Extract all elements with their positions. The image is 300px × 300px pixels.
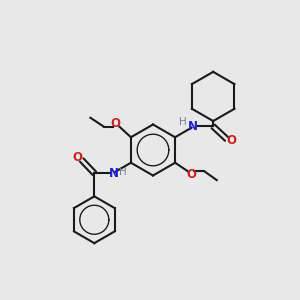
Text: N: N: [109, 167, 118, 180]
Text: N: N: [188, 120, 198, 133]
Text: O: O: [186, 168, 196, 181]
Text: O: O: [110, 117, 120, 130]
Text: H: H: [119, 167, 127, 177]
Text: O: O: [226, 134, 236, 147]
Text: O: O: [72, 151, 82, 164]
Text: H: H: [179, 117, 187, 127]
